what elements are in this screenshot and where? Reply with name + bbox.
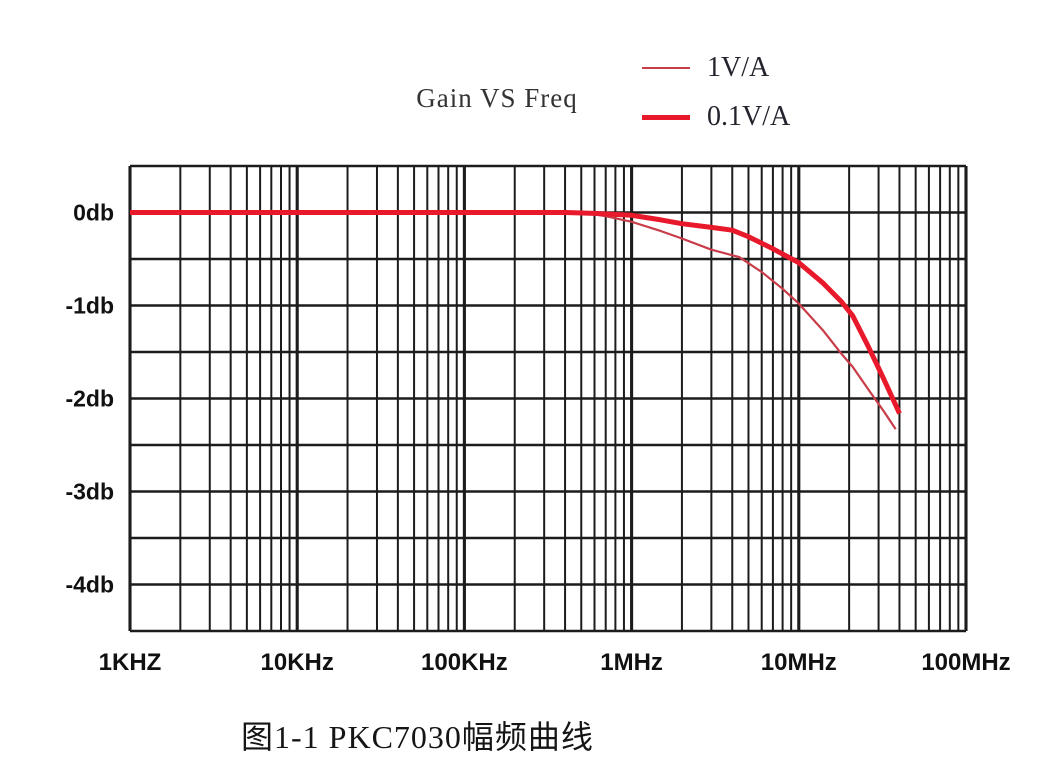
series-line-01va xyxy=(130,210,902,415)
y-tick-label: -3db xyxy=(65,478,114,504)
x-tick-label: 100KHz xyxy=(421,649,508,676)
legend-label-1va: 1V/A xyxy=(707,52,770,83)
x-tick-label: 10KHz xyxy=(260,649,334,676)
legend: 1V/A 0.1V/A xyxy=(642,52,790,133)
legend-swatch-thick-line-icon xyxy=(642,114,690,120)
x-tick-label: 1KHZ xyxy=(98,649,162,676)
series-line-1va xyxy=(130,211,897,430)
grid xyxy=(128,164,968,633)
y-tick-label: -4db xyxy=(65,571,114,597)
legend-item-01va: 0.1V/A xyxy=(642,101,790,133)
chart-title: Gain VS Freq xyxy=(416,83,578,113)
legend-swatch-thin-line-icon xyxy=(642,66,690,70)
legend-label-01va: 0.1V/A xyxy=(707,101,791,132)
x-tick-label: 10MHz xyxy=(760,649,837,676)
x-tick-label: 100MHz xyxy=(921,649,1011,676)
x-tick-label: 1MHz xyxy=(600,649,663,676)
y-tick-label: -2db xyxy=(65,385,114,411)
legend-item-1va: 1V/A xyxy=(642,52,790,84)
y-tick-label: -1db xyxy=(65,292,114,318)
figure-caption: 图1-1 PKC7030幅频曲线 xyxy=(241,719,594,755)
y-tick-label: 0db xyxy=(73,199,114,225)
